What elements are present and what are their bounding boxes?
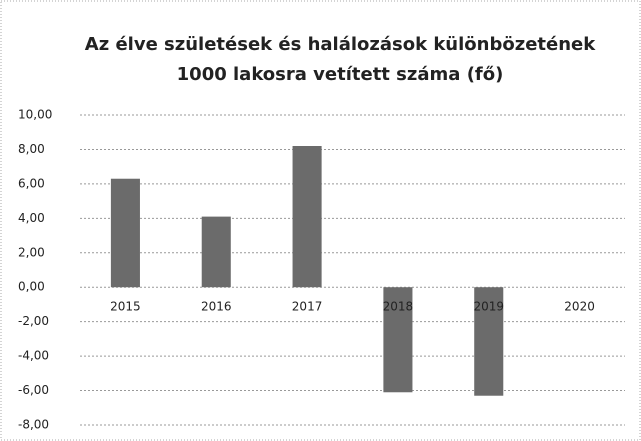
x-tick-label: 2020: [564, 300, 595, 314]
y-tick-label: 0,00: [18, 280, 45, 294]
y-tick-label: -6,00: [18, 383, 49, 397]
x-tick-label: 2017: [292, 300, 323, 314]
chart-title: 1000 lakosra vetített száma (fő): [177, 64, 504, 85]
x-tick-label: 2015: [110, 300, 141, 314]
y-tick-label: 10,00: [18, 108, 52, 122]
bar: [474, 287, 504, 396]
bar: [292, 146, 322, 288]
y-tick-label: -4,00: [18, 349, 49, 363]
bar: [383, 287, 413, 393]
bar: [110, 178, 140, 288]
y-tick-label: -2,00: [18, 314, 49, 328]
y-tick-label: 2,00: [18, 245, 45, 259]
y-tick-label: 6,00: [18, 176, 45, 190]
x-tick-label: 2019: [473, 300, 504, 314]
y-tick-label: -8,00: [18, 418, 49, 432]
y-tick-label: 4,00: [18, 211, 45, 225]
bar: [201, 216, 231, 288]
y-tick-label: 8,00: [18, 142, 45, 156]
x-tick-label: 2016: [201, 300, 232, 314]
chart-title: Az élve születések és halálozások különb…: [85, 34, 596, 55]
x-tick-label: 2018: [383, 300, 414, 314]
